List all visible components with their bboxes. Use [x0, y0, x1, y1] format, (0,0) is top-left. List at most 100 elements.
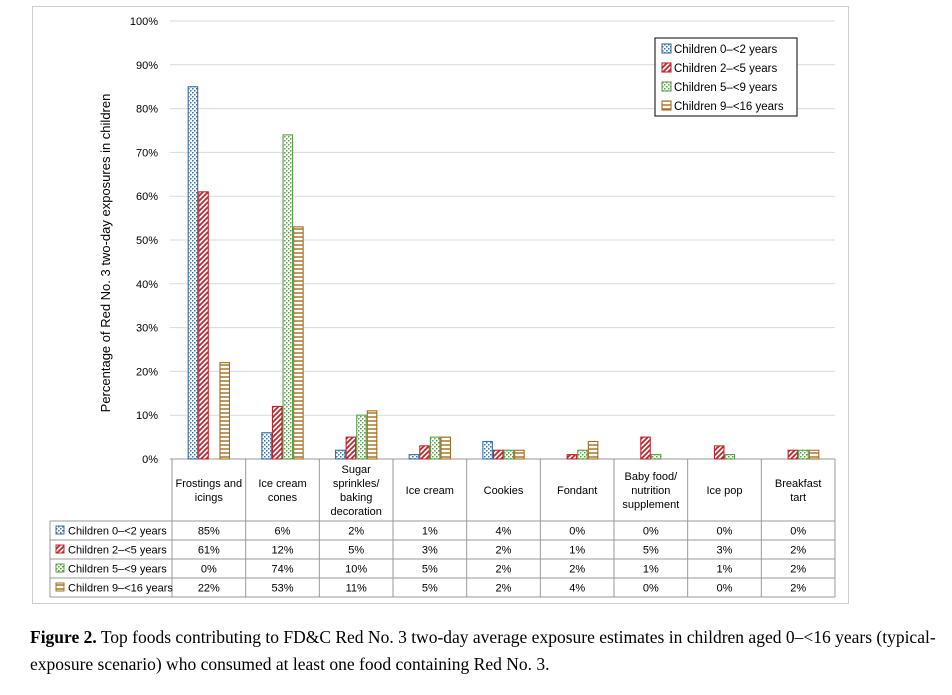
category-label: decoration [330, 506, 381, 518]
category-label: Fondant [557, 485, 597, 497]
bar [514, 449, 525, 460]
legend: Children 0–<2 years Children 2–<5 years Ch… [654, 37, 798, 117]
category-label: Ice cream [406, 485, 454, 497]
table-cell-value: 6% [275, 526, 291, 538]
table-cell-value: 0% [643, 583, 659, 595]
bar [713, 445, 725, 460]
legend-label: Children 9–<16 years [674, 101, 784, 113]
table-cell-value: 4% [496, 526, 512, 538]
bar [587, 440, 599, 460]
data-table: Frostings and icings Ice cream cones Sugar sp… [49, 459, 836, 598]
table-cell-value: 2% [348, 526, 364, 538]
chart: 0% 10% 20% 30% 40% 50% 60% 70% 80% 90% 100% Percen… [49, 16, 836, 598]
table-cell-value: 85% [198, 526, 220, 538]
category-label: supplement [622, 499, 679, 511]
y-tick-label: 100% [130, 16, 158, 28]
table-cell-value: 61% [198, 545, 220, 557]
y-tick-labels: 0% 10% 20% 30% 40% 50% 60% 70% 80% 90% 100% [130, 16, 158, 466]
bar [408, 454, 420, 460]
legend-label: Children 2–<5 years [674, 63, 777, 75]
table-cell-value: 1% [643, 564, 659, 576]
bar [282, 134, 294, 460]
bar [334, 449, 346, 460]
bar [566, 454, 578, 460]
table-cell-value: 5% [422, 564, 438, 576]
table-cell-value: 74% [271, 564, 293, 576]
bar [356, 414, 367, 460]
y-axis-label: Percentage of Red No. 3 two-day exposure… [98, 94, 113, 413]
table-cell-value: 0% [643, 526, 659, 538]
bar [429, 436, 441, 460]
category-label: Sugar [341, 464, 371, 476]
table-cell-value: 3% [717, 545, 733, 557]
y-tick-label: 70% [136, 147, 158, 159]
bar [440, 436, 452, 460]
table-cell-value: 1% [717, 564, 733, 576]
y-tick-label: 40% [136, 279, 158, 291]
table-cell-value: 0% [717, 526, 733, 538]
bar [345, 436, 357, 460]
y-tick-label: 80% [136, 104, 158, 116]
bar [482, 440, 493, 460]
bar [187, 86, 199, 460]
legend-swatch [661, 81, 672, 92]
category-label: baking [340, 492, 372, 504]
table-cell-value: 22% [198, 583, 220, 595]
category-label: Baby food/ [625, 471, 679, 483]
table-cell-value: 2% [496, 583, 512, 595]
table-cell-value: 5% [643, 545, 659, 557]
row-key-swatch [55, 544, 65, 554]
bar [271, 405, 283, 460]
category-label: Cookies [484, 485, 524, 497]
y-tick-label: 50% [136, 235, 158, 247]
category-label: cones [268, 492, 298, 504]
row-series-label: Children 0–<2 years [68, 526, 167, 538]
caption-label: Figure 2. [30, 627, 97, 647]
table-cell-value: 2% [496, 545, 512, 557]
y-tick-label: 10% [136, 410, 158, 422]
category-label: tart [790, 492, 806, 504]
category-label: Breakfast [775, 478, 821, 490]
figure-caption: Figure 2. Top foods contributing to FD&C… [30, 624, 940, 678]
y-tick-label: 90% [136, 60, 158, 72]
legend-swatch [661, 100, 672, 111]
category-label: nutrition [631, 485, 670, 497]
legend-label: Children 5–<9 years [674, 82, 777, 94]
table-cell-value: 0% [717, 583, 733, 595]
row-series-label: Children 5–<9 years [68, 564, 167, 576]
legend-box [654, 37, 798, 117]
category-label: sprinkles/ [333, 478, 380, 490]
category-label: Frostings and [176, 478, 243, 490]
table-cell-value: 3% [422, 545, 438, 557]
bar [503, 449, 515, 460]
y-tick-label: 20% [136, 366, 158, 378]
bar [261, 432, 272, 460]
row-series-label: Children 9–<16 years [68, 583, 173, 595]
y-tick-label: 60% [136, 191, 158, 203]
caption-text: Top foods contributing to FD&C Red No. 3… [30, 627, 936, 674]
y-tick-label: 30% [136, 323, 158, 335]
bar [219, 362, 231, 460]
table-cell-value: 5% [348, 545, 364, 557]
table-cell-value: 2% [790, 564, 806, 576]
row-key-swatch [55, 563, 65, 573]
legend-swatch [661, 43, 672, 54]
bar [577, 449, 588, 460]
table-cell-value: 5% [422, 583, 438, 595]
category-label: Ice cream [258, 478, 306, 490]
row-series-label: Children 2–<5 years [68, 545, 167, 557]
figure-frame [32, 6, 849, 604]
table-cell-value: 2% [569, 564, 585, 576]
category-label: Ice pop [706, 485, 742, 497]
table-cell-value: 0% [201, 564, 217, 576]
bar [293, 226, 304, 460]
legend-label: Children 0–<2 years [674, 44, 777, 56]
table-cell-value: 11% [346, 583, 367, 595]
row-key-swatch [55, 582, 65, 592]
table-cell-value: 2% [790, 583, 806, 595]
table-cell-value: 2% [496, 564, 512, 576]
bar [419, 445, 430, 460]
bar [640, 436, 651, 460]
bar [724, 454, 736, 460]
legend-swatch [661, 62, 672, 73]
